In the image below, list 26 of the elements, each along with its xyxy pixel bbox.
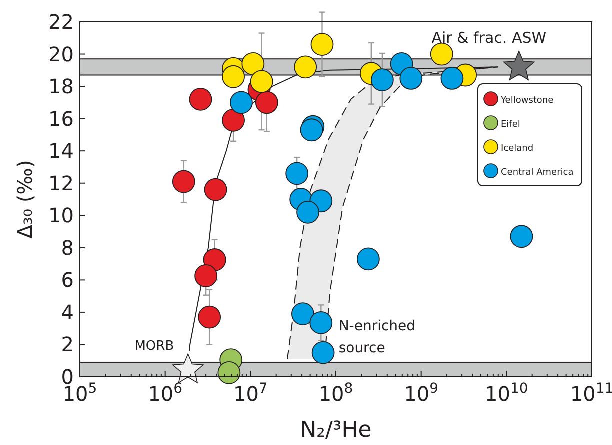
annotation: Air & frac. ASW [432, 29, 547, 48]
annotation: MORB [134, 339, 174, 354]
y-tick-label: 4 [61, 300, 74, 324]
legend-label: Iceland [501, 144, 534, 154]
y-tick-label: 12 [48, 171, 74, 196]
x-tick-label: 10$^{11}$ [570, 381, 612, 406]
x-tick-label: 10$^{10}$ [485, 381, 528, 406]
legend-label: Eifel [501, 120, 520, 130]
y-tick-label: 16 [48, 106, 74, 131]
x-axis-title: N₂/³He [300, 418, 372, 443]
y-tick-label: 10 [48, 204, 74, 228]
annotation: N-enriched source [338, 318, 416, 356]
x-tick-label: 10$^{8}$ [318, 381, 354, 406]
y-tick-label: 14 [48, 139, 74, 164]
legend-label: Central America [501, 168, 574, 178]
y-tick-label: 20 [48, 42, 74, 66]
y-tick-label: 22 [48, 10, 74, 34]
x-tick-label: 10$^{9}$ [404, 381, 439, 406]
x-tick-label: 10$^{6}$ [148, 381, 183, 406]
legend-label: Yellowstone [500, 96, 554, 106]
y-tick-label: 8 [61, 236, 74, 260]
y-tick-label: 6 [61, 268, 74, 292]
y-tick-label: 2 [61, 332, 74, 357]
y-tick-label: 18 [48, 74, 74, 99]
x-tick-label: 10$^{7}$ [233, 381, 268, 406]
y-axis-title: Δ₃₀ (‰) [13, 160, 37, 239]
